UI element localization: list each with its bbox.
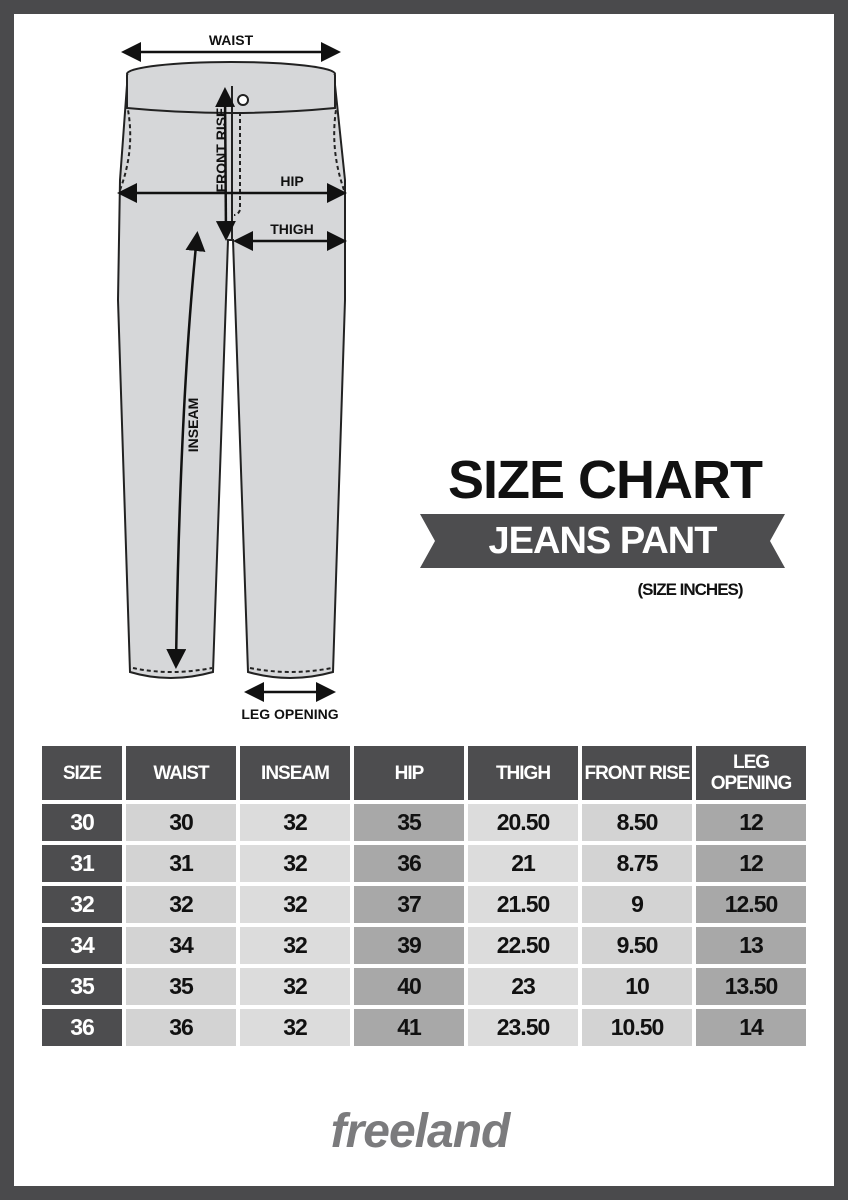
value-cell: 34: [126, 927, 236, 964]
page-title: SIZE CHART: [448, 450, 763, 510]
value-cell: 14: [696, 1009, 806, 1046]
value-cell: 35: [126, 968, 236, 1005]
units-note: (SIZE INCHES): [637, 580, 743, 599]
value-cell: 32: [240, 927, 350, 964]
table-row: 32 32 32 37 21.50 9 12.50: [42, 886, 806, 923]
table-row: 34 34 32 39 22.50 9.50 13: [42, 927, 806, 964]
value-cell: 22.50: [468, 927, 578, 964]
value-cell: 12: [696, 804, 806, 841]
column-header: FRONT RISE: [582, 746, 692, 800]
column-header: INSEAM: [240, 746, 350, 800]
measure-arrows: [117, 42, 347, 702]
label-leg-opening: LEG OPENING: [241, 706, 338, 722]
size-cell: 32: [42, 886, 122, 923]
table-row: 30 30 32 35 20.50 8.50 12: [42, 804, 806, 841]
size-table: SIZE WAIST INSEAM HIP THIGH FRONT RISE LEG OPE…: [38, 742, 810, 1050]
value-cell: 12.50: [696, 886, 806, 923]
column-header: THIGH: [468, 746, 578, 800]
value-cell: 35: [354, 804, 464, 841]
value-cell: 32: [240, 845, 350, 882]
value-cell: 13.50: [696, 968, 806, 1005]
value-cell: 39: [354, 927, 464, 964]
label-thigh: THIGH: [270, 221, 314, 237]
label-front-rise: FRONT RISE: [213, 108, 229, 193]
label-hip: HIP: [280, 173, 303, 189]
brand-logo: freeland: [330, 1105, 511, 1158]
value-cell: 32: [240, 804, 350, 841]
value-cell: 32: [240, 886, 350, 923]
table-row: 36 36 32 41 23.50 10.50 14: [42, 1009, 806, 1046]
value-cell: 32: [240, 968, 350, 1005]
value-cell: 21.50: [468, 886, 578, 923]
value-cell: 36: [354, 845, 464, 882]
value-cell: 32: [126, 886, 236, 923]
label-waist: WAIST: [209, 32, 254, 48]
table-row: 35 35 32 40 23 10 13.50: [42, 968, 806, 1005]
table-row: 31 31 32 36 21 8.75 12: [42, 845, 806, 882]
value-cell: 20.50: [468, 804, 578, 841]
value-cell: 32: [240, 1009, 350, 1046]
value-cell: 30: [126, 804, 236, 841]
value-cell: 31: [126, 845, 236, 882]
size-cell: 30: [42, 804, 122, 841]
value-cell: 8.75: [582, 845, 692, 882]
value-cell: 21: [468, 845, 578, 882]
subtitle-banner: [420, 514, 785, 568]
value-cell: 36: [126, 1009, 236, 1046]
value-cell: 40: [354, 968, 464, 1005]
value-cell: 10.50: [582, 1009, 692, 1046]
value-cell: 12: [696, 845, 806, 882]
value-cell: 9: [582, 886, 692, 923]
value-cell: 23: [468, 968, 578, 1005]
value-cell: 41: [354, 1009, 464, 1046]
column-header: WAIST: [126, 746, 236, 800]
value-cell: 23.50: [468, 1009, 578, 1046]
size-cell: 36: [42, 1009, 122, 1046]
size-cell: 35: [42, 968, 122, 1005]
column-header: HIP: [354, 746, 464, 800]
pants-outline: [116, 61, 346, 679]
value-cell: 10: [582, 968, 692, 1005]
column-header: SIZE: [42, 746, 122, 800]
size-cell: 31: [42, 845, 122, 882]
table-header-row: SIZE WAIST INSEAM HIP THIGH FRONT RISE LEG OPE…: [42, 746, 806, 800]
page-subtitle: JEANS PANT: [488, 520, 718, 562]
column-header: LEG OPENING: [696, 746, 806, 800]
value-cell: 9.50: [582, 927, 692, 964]
pants-diagram: WAIST HIP THIGH FRONT RISE INSEAM LEG OP…: [116, 32, 347, 722]
value-cell: 13: [696, 927, 806, 964]
value-cell: 37: [354, 886, 464, 923]
value-cell: 8.50: [582, 804, 692, 841]
label-inseam: INSEAM: [185, 398, 201, 452]
size-cell: 34: [42, 927, 122, 964]
